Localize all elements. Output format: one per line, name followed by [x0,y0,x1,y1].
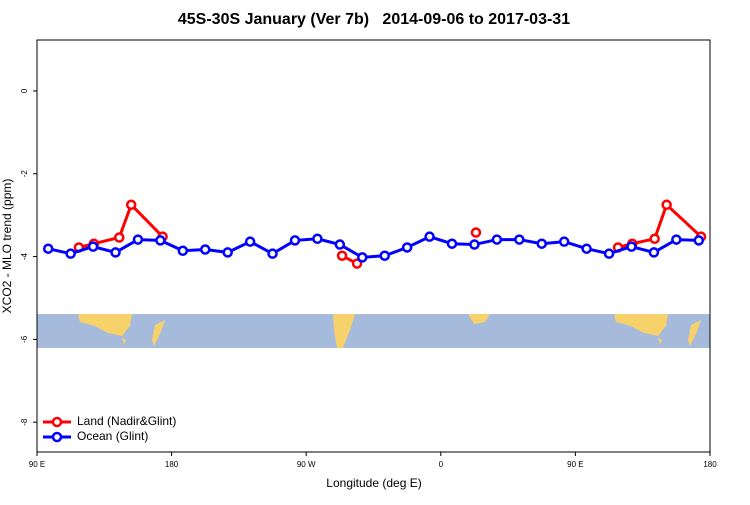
land-nz [152,320,165,346]
land-australia [614,314,668,336]
point [491,234,503,245]
plot-frame [36,39,711,453]
point [649,233,660,245]
point [626,241,637,252]
point [267,248,278,259]
legend-label: Land (Nadir&Glint) [77,414,176,428]
point [648,247,660,258]
y-tick-label: -2 [20,170,29,178]
ocean-band [37,314,710,348]
point [65,248,76,259]
point [244,236,256,247]
point [514,234,525,245]
point [357,252,368,263]
point [200,244,211,255]
map-strip [37,314,710,348]
point [87,241,99,252]
point [336,250,348,261]
point [469,239,480,250]
x-tick-label: 180 [165,460,179,469]
x-axis-label: Longitude (deg E) [326,476,421,490]
point [114,232,125,243]
legend-swatch [51,416,63,428]
land-tasmania [658,338,662,345]
point [581,243,592,254]
land-south-america [333,314,355,348]
x-tick-label: 180 [703,460,717,469]
point [661,199,672,211]
land-africa [468,314,490,324]
point [334,239,346,250]
point [603,248,615,259]
land-australia [78,314,132,336]
point [536,238,547,249]
point [110,247,121,258]
point [155,235,166,246]
point [132,234,144,245]
point [177,245,189,257]
point [470,227,482,238]
legend-label: Ocean (Glint) [77,429,148,443]
y-axis-label: XCO2 - MLO trend (ppm) [0,179,14,314]
point [424,231,435,242]
chart-title: 45S-30S January (Ver 7b) 2014-09-06 to 2… [178,11,570,28]
point [671,234,682,245]
x-tick-label: 0 [439,460,444,469]
x-tick-label: 90 E [567,460,583,469]
land-tasmania [122,338,126,345]
point [379,250,390,261]
point [289,235,301,246]
point [312,233,323,245]
x-tick-label: 90 E [29,460,45,469]
y-tick-label: -4 [20,252,29,260]
point [693,235,705,246]
y-tick-label: -6 [20,335,29,343]
legend-swatch [51,431,63,443]
point [446,238,458,249]
point [42,243,54,254]
y-tick-label: -8 [20,418,29,426]
point [351,258,363,269]
x-tick-label: 90 W [297,460,316,469]
point [401,242,413,253]
y-tick-label: 0 [20,88,29,93]
point [222,247,233,258]
series-line [47,235,699,259]
point [558,236,570,247]
point [125,199,137,211]
land-nz [688,320,701,346]
